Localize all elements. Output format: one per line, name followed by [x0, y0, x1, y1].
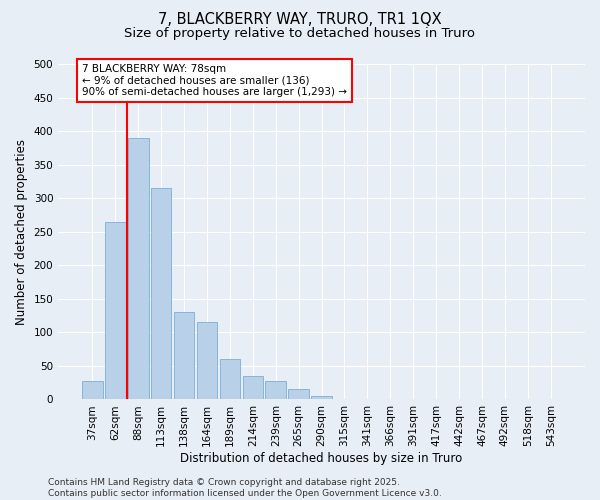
- Bar: [82, 382, 103, 400]
- Bar: [197, 322, 217, 400]
- X-axis label: Distribution of detached houses by size in Truro: Distribution of detached houses by size …: [181, 452, 463, 465]
- Bar: [242, 376, 263, 400]
- Bar: [128, 138, 149, 400]
- Text: 7, BLACKBERRY WAY, TRURO, TR1 1QX: 7, BLACKBERRY WAY, TRURO, TR1 1QX: [158, 12, 442, 28]
- Bar: [289, 390, 309, 400]
- Bar: [541, 399, 561, 400]
- Bar: [220, 359, 240, 400]
- Text: 7 BLACKBERRY WAY: 78sqm
← 9% of detached houses are smaller (136)
90% of semi-de: 7 BLACKBERRY WAY: 78sqm ← 9% of detached…: [82, 64, 347, 97]
- Text: Size of property relative to detached houses in Truro: Size of property relative to detached ho…: [125, 28, 476, 40]
- Bar: [105, 222, 125, 400]
- Bar: [265, 380, 286, 400]
- Bar: [174, 312, 194, 400]
- Bar: [311, 396, 332, 400]
- Y-axis label: Number of detached properties: Number of detached properties: [15, 138, 28, 324]
- Bar: [151, 188, 172, 400]
- Bar: [334, 399, 355, 400]
- Text: Contains HM Land Registry data © Crown copyright and database right 2025.
Contai: Contains HM Land Registry data © Crown c…: [48, 478, 442, 498]
